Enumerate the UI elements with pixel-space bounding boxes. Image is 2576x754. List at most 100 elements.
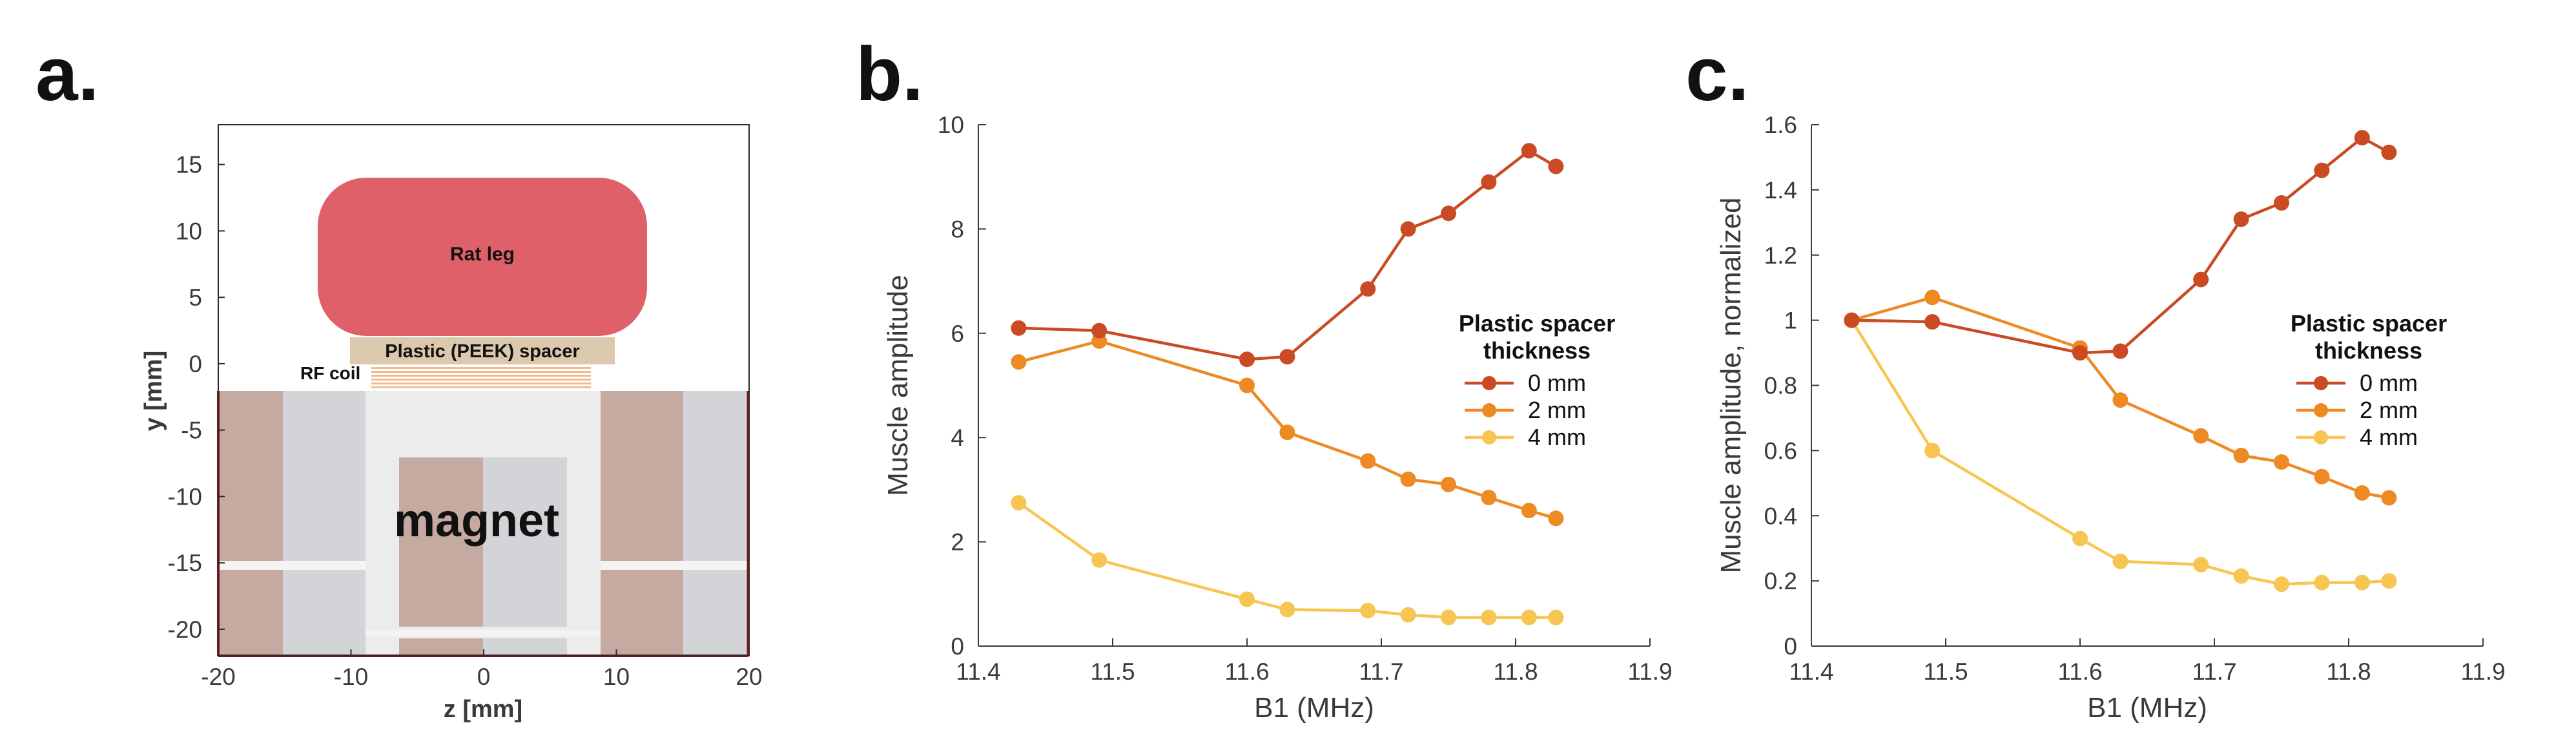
chart-b-point-4mm: [1239, 591, 1255, 607]
chart-b-legend-label: 0 mm: [1528, 370, 1586, 396]
chart-c-y-tick-label: 0.6: [1764, 437, 1797, 464]
rf-coil: [371, 367, 591, 388]
chart-c-legend-marker: [2314, 430, 2328, 445]
chart-b-point-4mm: [1521, 609, 1537, 625]
chart-c-point-2mm: [2274, 454, 2289, 470]
schematic-x-tick-label: 10: [603, 664, 630, 690]
schematic-x-tick-label: 0: [477, 664, 491, 690]
magnet-center-gray-lower: [483, 638, 567, 656]
magnet-center-brown: [399, 457, 483, 627]
chart-b-y-tick-label: 0: [951, 633, 964, 660]
chart-c-point-2mm: [1924, 289, 1941, 306]
chart-c-point-4mm: [1924, 443, 1941, 459]
schematic-y-tick-label: 10: [176, 218, 202, 244]
chart-c-x-tick-label: 11.6: [2057, 658, 2102, 685]
chart-b-legend-marker: [1482, 403, 1496, 417]
chart-muscle-amplitude: 11.4 11.5 11.6 11.7 11.8 11.9 0 2 4 6 8 10 B1 (MHz) M…: [882, 112, 1673, 724]
chart-b-y-tick-label: 4: [951, 424, 964, 451]
chart-b-point-2mm: [1521, 503, 1537, 519]
chart-b-x-tick-label: 11.4: [956, 658, 1000, 685]
chart-b-legend-title: Plastic spacer: [1459, 310, 1615, 337]
schematic-x-label: z [mm]: [444, 696, 522, 723]
chart-b-legend-label: 4 mm: [1528, 424, 1586, 450]
chart-c-point-4mm: [2274, 576, 2289, 592]
magnet-right-gray: [683, 391, 748, 656]
chart-c-point-0mm: [2193, 271, 2209, 288]
chart-c-point-0mm: [1844, 312, 1860, 328]
rat-leg-label: Rat leg: [450, 244, 515, 265]
schematic-y-tick-label: 15: [176, 152, 202, 178]
chart-b-legend-marker: [1482, 376, 1496, 390]
panel-letter-b: b.: [856, 32, 923, 117]
chart-b-series-line-2mm: [1018, 339, 1557, 520]
peek-spacer: [350, 337, 615, 364]
rf-coil-stripe: [371, 371, 591, 373]
schematic-y-ticks: 15 10 5 0 -5 -10 -15 -20: [168, 152, 225, 643]
chart-b-x-label: B1 (MHz): [1254, 692, 1374, 724]
chart-c-y-tick-label: 1.4: [1764, 177, 1797, 204]
schematic-y-tick-label: -5: [181, 417, 202, 444]
chart-c-x-label: B1 (MHz): [2087, 692, 2207, 724]
chart-c-point-4mm: [2314, 574, 2330, 591]
chart-c-y-tick-label: 1: [1784, 308, 1797, 334]
chart-c-point-0mm: [2072, 345, 2088, 361]
chart-c-legend-marker: [2314, 403, 2328, 417]
chart-c-point-0mm: [2354, 130, 2370, 146]
chart-c-legend-label: 0 mm: [2360, 370, 2418, 396]
chart-b-point-0mm: [1481, 174, 1497, 190]
chart-b-point-0mm: [1521, 143, 1537, 159]
chart-c-x-tick-label: 11.9: [2460, 658, 2505, 685]
chart-c-point-2mm: [2314, 468, 2330, 485]
chart-b-point-2mm: [1279, 424, 1295, 441]
chart-b-point-2mm: [1481, 490, 1497, 506]
rf-coil-stripe: [371, 367, 591, 369]
chart-b-point-0mm: [1091, 322, 1108, 339]
chart-b-y-tick-label: 10: [938, 112, 964, 138]
chart-c-legend-title: Plastic spacer: [2291, 310, 2447, 337]
chart-b-legend-label: 2 mm: [1528, 397, 1586, 423]
chart-b-x-tick-label: 11.5: [1090, 658, 1135, 685]
chart-c-x-tick-label: 11.8: [2326, 658, 2371, 685]
magnet-center-brown-lower: [399, 638, 483, 656]
chart-b-point-2mm: [1548, 510, 1564, 527]
chart-b-legend-title: thickness: [1483, 337, 1591, 364]
chart-c-legend-marker: [2314, 376, 2328, 390]
magnet-left-gray: [283, 391, 366, 656]
chart-c-point-0mm: [1924, 314, 1941, 330]
schematic-y-tick-label: -10: [168, 483, 202, 510]
chart-b-point-4mm: [1279, 602, 1295, 618]
chart-b-point-0mm: [1441, 205, 1456, 222]
magnet-right-brown: [601, 391, 683, 656]
chart-c-y-tick-label: 1.2: [1764, 242, 1797, 269]
chart-b-x-tick-label: 11.7: [1359, 658, 1403, 685]
chart-c-x-tick-label: 11.4: [1789, 658, 1833, 685]
chart-c-series-line-0mm: [1851, 136, 2390, 355]
schematic-y-tick-label: -15: [168, 550, 202, 576]
schematic-panel: Rat leg Plastic (PEEK) spacer RF coil ma…: [140, 124, 763, 723]
panel-letter-a: a.: [36, 32, 99, 117]
chart-c-point-4mm: [2233, 568, 2249, 584]
rf-coil-stripe: [371, 375, 591, 377]
chart-b-point-4mm: [1400, 607, 1416, 623]
chart-b-x-tick-label: 11.9: [1627, 658, 1672, 685]
magnet-gap-left: [218, 561, 366, 570]
schematic-y-tick-label: -20: [168, 616, 202, 643]
rf-coil-stripe: [371, 386, 591, 388]
schematic-y-tick-label: 0: [189, 351, 202, 377]
chart-c-point-2mm: [2354, 485, 2370, 501]
magnet-label: magnet: [394, 495, 559, 547]
chart-c-y-tick-label: 1.6: [1764, 112, 1797, 138]
chart-c-point-0mm: [2233, 211, 2249, 227]
chart-c-point-2mm: [2381, 490, 2397, 506]
magnet-gap-center: [366, 630, 601, 636]
schematic-x-tick-label: -10: [334, 664, 368, 690]
schematic-y-label: y [mm]: [140, 351, 167, 432]
magnet-center-gray: [483, 457, 567, 627]
chart-c-point-4mm: [2193, 556, 2209, 572]
chart-b-point-4mm: [1091, 552, 1108, 568]
chart-b-series-line-0mm: [1018, 149, 1557, 361]
chart-b-point-2mm: [1441, 476, 1456, 492]
chart-b-point-0mm: [1548, 158, 1564, 174]
rf-coil-stripe: [371, 379, 591, 381]
